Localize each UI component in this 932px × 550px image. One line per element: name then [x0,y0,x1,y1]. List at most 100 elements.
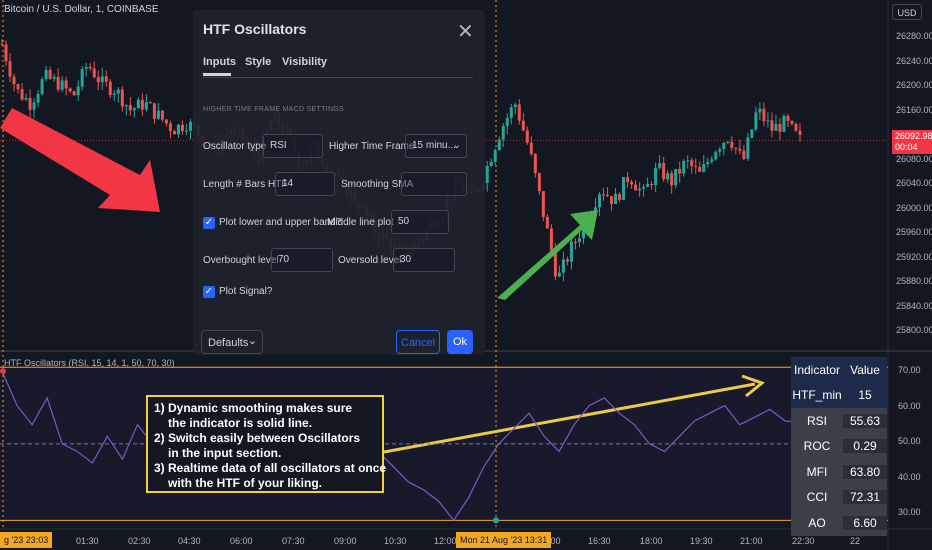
candle-body [172,131,176,135]
candle-body [794,123,798,131]
table-cell: 63.80 [843,464,887,479]
length-label: Length # Bars HTF [203,179,288,190]
tab-style[interactable]: Style [245,56,272,68]
candle-body [710,159,714,162]
candle-body [638,188,642,191]
candle-body [798,130,802,135]
candle-body [501,126,505,140]
dialog-title: HTF Oscillators [203,21,307,37]
candle-body [602,194,606,196]
table-row: RSI 55.63 [791,408,887,434]
table-header-cell: Value [850,362,880,377]
candle-body [16,84,20,90]
candle-body [730,141,734,148]
oscillator-tick-label: 40.00 [898,471,921,482]
time-tick-label: 07:30 [282,536,305,546]
candle-body [726,141,730,143]
oscillator-type-label: Oscillator type [203,141,267,152]
candle-body [120,89,124,107]
oscillator-type-select[interactable]: RSI [263,134,323,158]
candle-body [537,173,541,192]
middle-line-input[interactable]: 50 [391,210,449,234]
smoothing-input[interactable] [401,172,467,196]
time-tick-label: 16:30 [588,536,611,546]
candle-body [742,150,746,159]
higher-tf-select[interactable]: 15 minu... ⌄ [405,134,467,158]
tab-visibility[interactable]: Visibility [282,56,328,68]
candle-body [485,165,489,183]
defaults-label: Defaults [208,337,249,349]
candle-body [80,68,84,87]
candle-body [176,124,180,135]
candle-body [92,68,96,78]
candle-body [100,76,104,83]
candle-body [662,163,666,180]
settings-dialog: HTF Oscillators ✕ Inputs Style Visibilit… [193,10,485,355]
table-cell: 0.29 [843,439,887,454]
candle-body [132,108,136,111]
candle-body [650,183,654,186]
candle-body [20,89,24,100]
candle-body [714,151,718,160]
candle-body [160,110,164,120]
middle-line-label: Middle line plot [327,217,394,228]
price-tick-label: 26280.00 [896,31,932,41]
cancel-button[interactable]: Cancel [396,330,440,354]
time-tick-label: 01:30 [76,536,99,546]
candle-body [738,148,742,151]
smoothing-label: Smoothing SMA [341,179,414,190]
candle-body [610,196,614,204]
plot-signal-checkbox[interactable]: ✓ [203,286,215,298]
candle-body [533,153,537,174]
time-tick-label: 02:30 [128,536,151,546]
candle-body [180,124,184,132]
candle-body [28,98,32,110]
oversold-input[interactable]: 30 [393,248,455,272]
candle-body [529,142,533,154]
candle-body [782,115,786,132]
candle-body [758,108,762,113]
candle-body [790,120,794,124]
last-price-tag: 26092.98 00:04 [892,130,932,155]
close-icon[interactable]: ✕ [457,21,474,43]
candle-body [694,166,698,168]
candle-body [116,89,120,94]
candle-body [706,161,710,165]
oscillator-tick-label: 50.00 [898,436,921,446]
candle-body [136,99,140,109]
plot-band-checkbox[interactable]: ✓ [203,217,215,229]
candle-body [24,98,28,100]
tab-inputs[interactable]: Inputs [203,56,236,68]
table-cell: RSI [806,413,827,428]
candle-body [618,193,622,200]
candle-body [124,105,128,107]
note-line: 3) Realtime data of all oscillators at o… [154,461,387,475]
overbought-input[interactable]: 70 [271,248,333,272]
candle-body [44,69,48,80]
candle-body [654,167,658,186]
overbought-value: 70 [278,254,290,265]
candle-body [614,193,618,204]
candle-body [8,61,12,77]
oscillator-start-dot [0,368,6,375]
candle-body [549,228,553,251]
candle-body [690,160,694,167]
oscillator-tick-label: 30.00 [898,507,921,517]
oscillator-tick-label: 60.00 [898,400,921,411]
table-row: AO 6.60 [791,510,887,536]
candle-body [144,102,148,110]
length-input[interactable]: 14 [275,172,335,196]
note-line: 1) Dynamic smoothing makes sure [154,401,353,415]
candle-body [786,115,790,121]
candle-body [622,177,626,200]
candle-body [104,76,108,82]
price-tick-label: 26200.00 [896,80,932,90]
oscillator-title[interactable]: HTF Oscillators (RSI, 15, 14, 1, 50, 70,… [4,358,175,368]
defaults-button[interactable]: Defaults ⌄ [201,330,263,354]
tab-divider [203,77,473,78]
candle-body [60,80,64,90]
ok-button[interactable]: Ok [447,330,473,354]
currency-badge[interactable]: USD [892,4,922,20]
table-row: ROC 0.29 [791,433,887,459]
table-cell: MFI [806,464,828,479]
